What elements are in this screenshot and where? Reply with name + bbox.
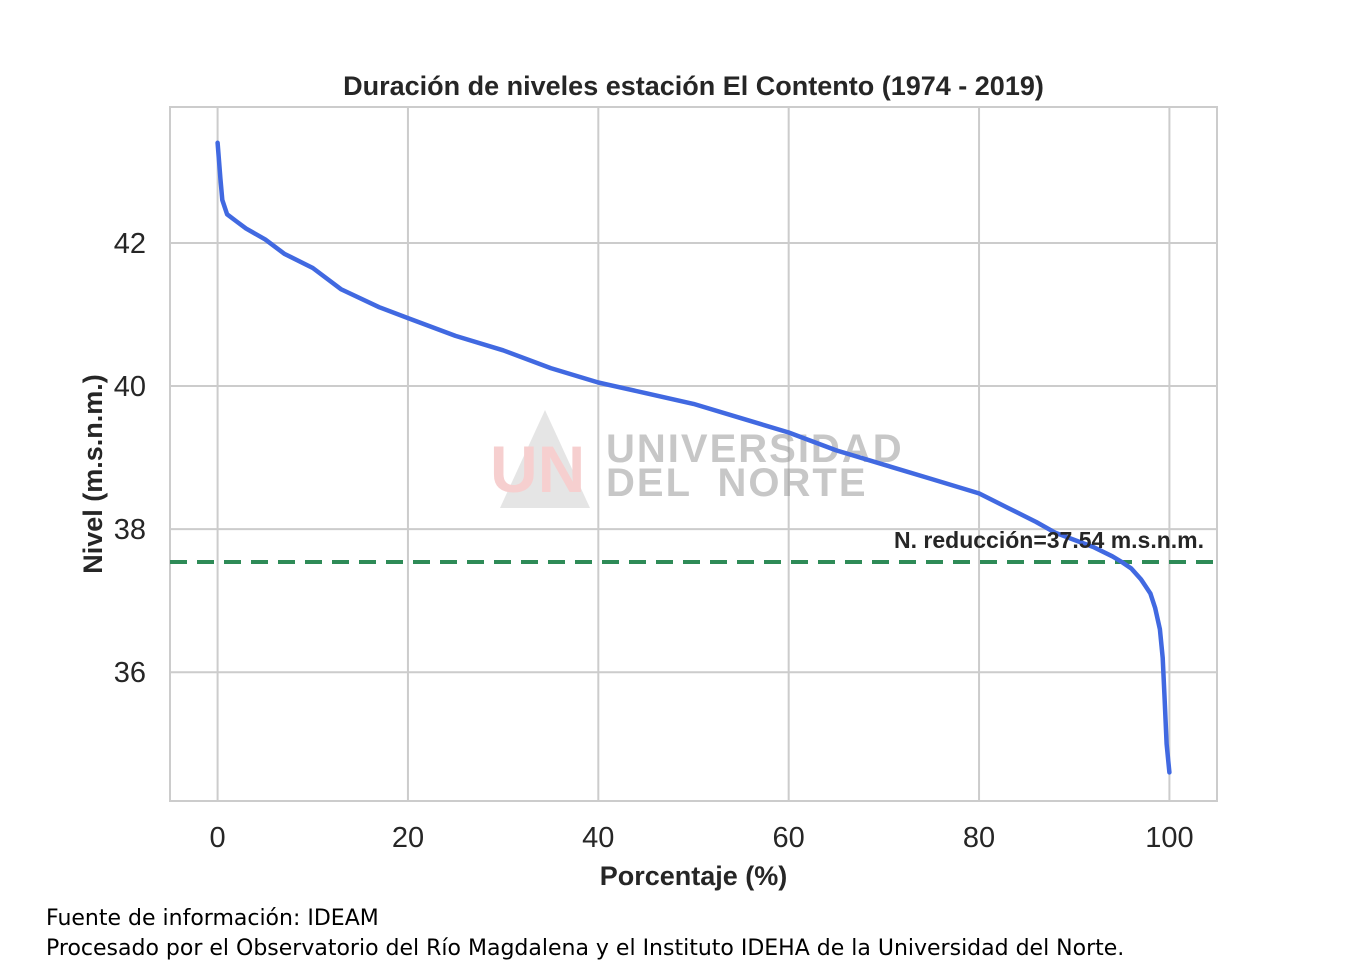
x-tick-label: 80	[963, 822, 995, 854]
y-tick-label: 42	[114, 228, 146, 260]
x-tick-label: 0	[210, 822, 226, 854]
chart-title: Duración de niveles estación El Contento…	[343, 71, 1044, 101]
watermark-mountain	[500, 410, 590, 508]
source-note: Fuente de información: IDEAM	[46, 906, 379, 931]
y-tick-label: 36	[114, 657, 146, 689]
watermark-logo: UN	[490, 432, 585, 506]
series-line	[215, 140, 1172, 775]
processing-note: Procesado por el Observatorio del Río Ma…	[46, 936, 1125, 961]
duration-curve-chart: UN UNIVERSIDAD DEL NORTE 0 20 40 60 80 100 36 3…	[78, 71, 1218, 891]
y-axis-label: Nivel (m.s.n.m.)	[78, 374, 108, 574]
x-tick-label: 20	[392, 822, 424, 854]
x-tick-label: 40	[582, 822, 614, 854]
x-tick-label: 100	[1145, 822, 1193, 854]
grid-lines	[170, 107, 1217, 801]
plot-frame	[169, 106, 1218, 802]
y-tick-label: 38	[114, 514, 146, 546]
watermark-line-1: UNIVERSIDAD	[606, 427, 904, 471]
watermark-line-2: DEL NORTE	[606, 461, 868, 505]
x-tick-label: 60	[773, 822, 805, 854]
reduction-level-label: N. reducción=37.54 m.s.n.m.	[894, 527, 1204, 553]
x-axis-label: Porcentaje (%)	[600, 861, 788, 891]
university-watermark: UN UNIVERSIDAD DEL NORTE	[490, 410, 904, 508]
tick-labels: 0 20 40 60 80 100 36 38 40 42	[114, 228, 1194, 854]
y-tick-label: 40	[114, 371, 146, 403]
